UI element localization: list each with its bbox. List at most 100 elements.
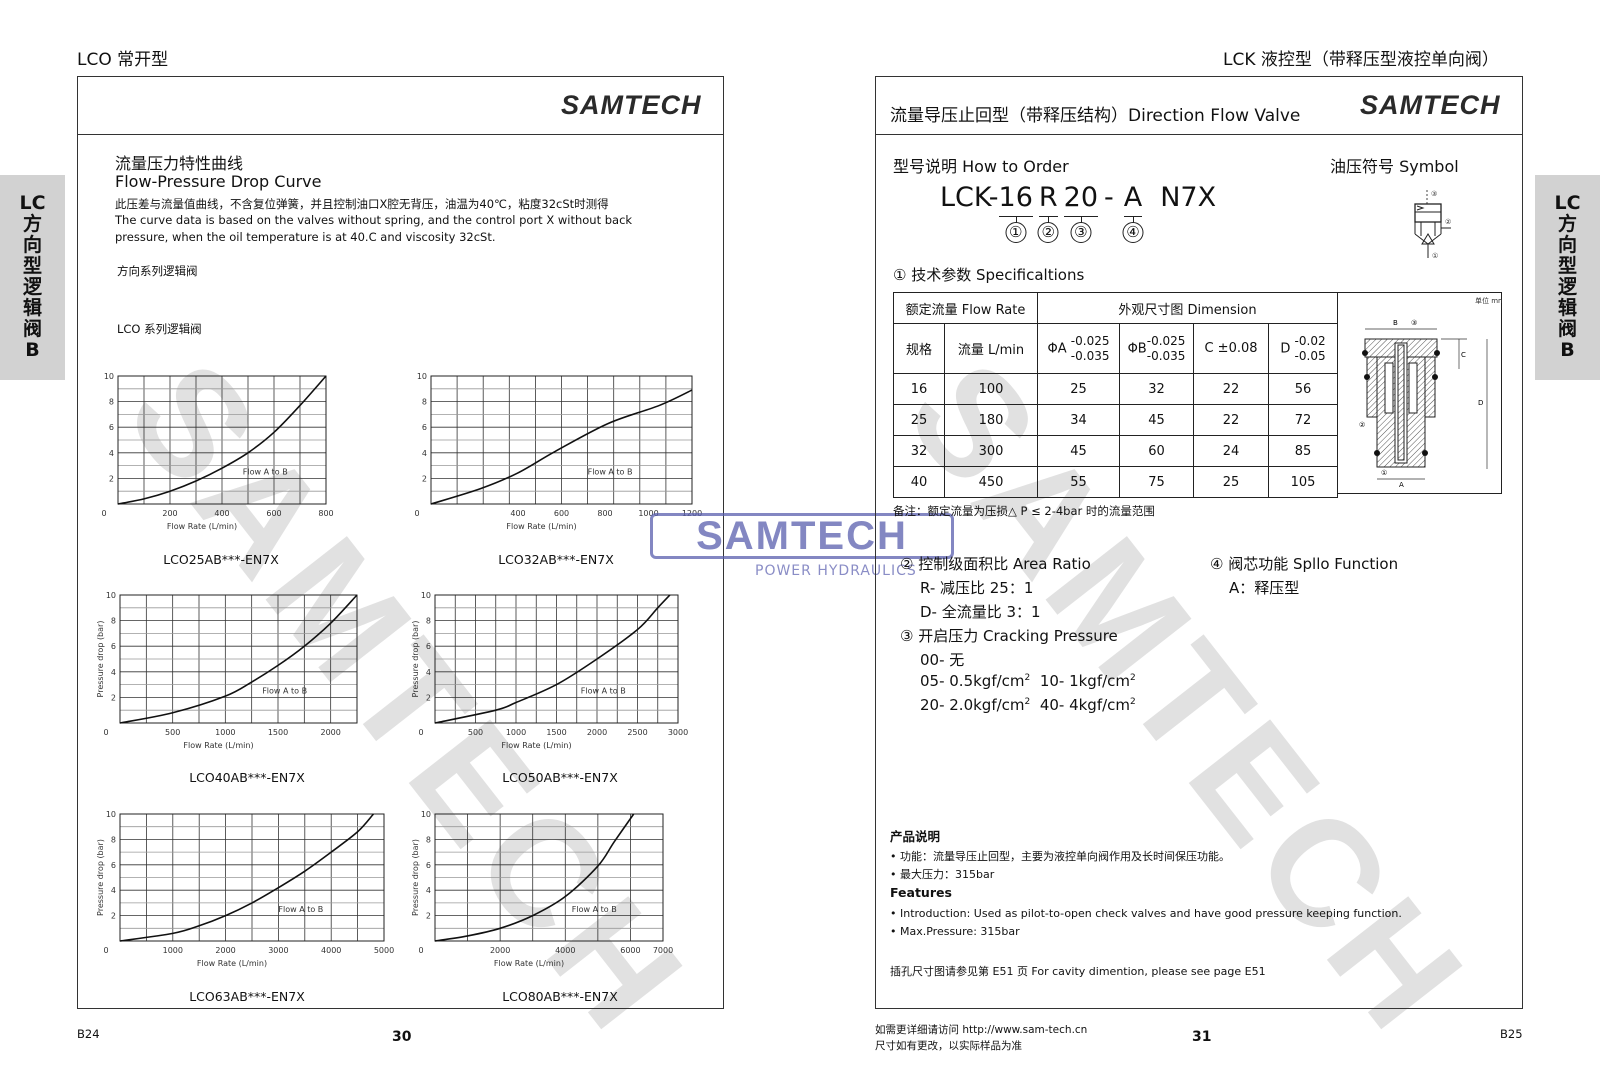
symbol-port-3: ③ <box>1431 190 1437 198</box>
cracking-option: 20- 2.0kgf/cm2 40- 4kgf/cm2 <box>920 696 1136 714</box>
curve-desc-en-1: The curve data is based on the valves wi… <box>115 213 633 227</box>
y-tick-label: 2 <box>111 693 116 702</box>
tab-char: 方 <box>22 213 42 235</box>
x-tick-label: 800 <box>597 509 612 518</box>
series-heading-direction: 方向系列逻辑阀 <box>117 264 198 278</box>
right-page-frame <box>875 76 1523 1009</box>
x-tick-label: 6000 <box>620 946 640 955</box>
y-axis-label: Pressure drop (bar) <box>96 621 105 698</box>
y-tick-label: 4 <box>111 886 116 895</box>
y-tick-label: 2 <box>422 474 427 483</box>
right-side-tab: LC 方 向 型 逻 辑 阀 B <box>1535 175 1600 380</box>
svg-text:③: ③ <box>1411 319 1417 327</box>
area-ratio-option: R- 减压比 25：1 <box>920 579 1034 597</box>
tab-char: 方 <box>1557 213 1577 235</box>
y-axis-label: Pressure drop (bar) <box>96 839 105 916</box>
y-tick-label: 6 <box>111 861 116 870</box>
product-description-heading: 产品说明 <box>890 829 941 844</box>
center-watermark-logo: SAMTECH <box>650 513 954 559</box>
y-tick-label: 10 <box>421 591 431 600</box>
y-axis-label: Pressure drop (bar) <box>411 839 420 916</box>
y-tick-label: 8 <box>111 617 116 626</box>
table-note: 备注：额定流量为压损△ P ≤ 2-4bar 时的流量范围 <box>893 504 1155 518</box>
x-tick-label: 2000 <box>215 946 235 955</box>
area-ratio-heading: ② 控制级面积比 Area Ratio <box>900 555 1091 573</box>
y-tick-label: 10 <box>104 372 114 381</box>
right-footer-code: B25 <box>1500 1027 1523 1041</box>
x-tick-label: 0 <box>414 509 419 518</box>
y-tick-label: 10 <box>106 810 116 819</box>
curve-desc-en-2: pressure, when the oil temperature is at… <box>115 230 496 244</box>
drawing-unit: 单位 mm <box>1475 296 1502 305</box>
table-row: 40 450 55 75 25 105 <box>893 466 1338 498</box>
tab-char: 辑 <box>22 297 42 319</box>
svg-text:②: ② <box>1359 421 1365 429</box>
x-tick-label: 1000 <box>638 509 658 518</box>
samtech-logo: SAMTECH <box>1360 90 1501 120</box>
x-tick-label: 1000 <box>215 728 235 737</box>
plot-frame <box>434 813 664 942</box>
center-logo-text: SAMTECH <box>696 514 908 558</box>
valve-section-drawing: 单位 mm B ③ C D ② ① A <box>1337 292 1505 494</box>
feature-item: • Introduction: Used as pilot-to-open ch… <box>890 907 1402 920</box>
cavity-note: 插孔尺寸图请参见第 E51 页 For cavity dimention, pl… <box>890 965 1266 978</box>
plot-frame <box>119 813 385 942</box>
chart-caption: LCO63AB***-EN7X <box>189 989 305 1004</box>
y-tick-label: 4 <box>422 449 427 458</box>
tab-char: 阀 <box>1557 318 1577 340</box>
flow-annotation: Flow A to B <box>572 905 617 914</box>
right-header-divider <box>875 134 1523 135</box>
curve-title-cn: 流量压力特性曲线 <box>115 154 244 173</box>
plot-frame <box>430 375 693 505</box>
y-tick-label: 4 <box>426 886 431 895</box>
product-item: • 功能：流量导压止回型，主要为液控单向阀作用及长时间保压功能。 <box>890 850 1230 863</box>
cracking-option: 05- 0.5kgf/cm2 10- 1kgf/cm2 <box>920 672 1136 690</box>
table-row: 32 300 45 60 24 85 <box>893 435 1338 467</box>
svg-text:D: D <box>1478 399 1483 407</box>
tab-char: 型 <box>1557 255 1577 277</box>
flow-annotation: Flow A to B <box>581 687 626 696</box>
x-tick-label: 5000 <box>374 946 394 955</box>
x-tick-label: 1000 <box>163 946 183 955</box>
svg-text:①: ① <box>1381 469 1387 477</box>
x-tick-label: 0 <box>103 946 108 955</box>
flow-annotation: Flow A to B <box>243 468 288 477</box>
col-flow: 流量 L/min <box>944 323 1038 374</box>
y-tick-label: 10 <box>417 372 427 381</box>
chart-caption: LCO40AB***-EN7X <box>189 770 305 785</box>
x-tick-label: 0 <box>418 946 423 955</box>
y-tick-label: 10 <box>106 591 116 600</box>
left-page-frame <box>77 76 724 1009</box>
col-c: C ±0.08 <box>1193 323 1269 374</box>
left-page-number: 30 <box>392 1029 412 1045</box>
curve-desc-cn: 此压差与流量值曲线，不含复位弹簧，并且控制油口X腔无背压，油温为40℃，粘度32… <box>115 197 609 211</box>
flow-annotation: Flow A to B <box>278 905 323 914</box>
x-tick-label: 500 <box>165 728 180 737</box>
left-side-tab: LC 方 向 型 逻 辑 阀 B <box>0 175 65 380</box>
pressure-curve <box>117 375 327 505</box>
x-tick-label: 1000 <box>506 728 526 737</box>
order-prefix: LCK- <box>940 182 999 213</box>
col-d: D -0.02 -0.05 <box>1268 323 1338 374</box>
x-tick-label: 0 <box>418 728 423 737</box>
x-tick-label: 500 <box>468 728 483 737</box>
chart-caption: LCO50AB***-EN7X <box>502 770 618 785</box>
footer-url: 如需更详细请访问 http://www.sam-tech.cn <box>875 1024 1088 1036</box>
chart-caption: LCO25AB***-EN7X <box>163 552 279 567</box>
tab-char: 逻 <box>1557 276 1577 298</box>
tab-char: 辑 <box>1557 297 1577 319</box>
y-tick-label: 6 <box>426 861 431 870</box>
y-tick-label: 8 <box>426 835 431 844</box>
y-tick-label: 6 <box>426 642 431 651</box>
x-tick-label: 1500 <box>268 728 288 737</box>
hydraulic-symbol-icon: ③ ② ① <box>1414 190 1451 260</box>
y-tick-label: 8 <box>422 398 427 407</box>
pressure-curve <box>119 813 375 942</box>
x-axis-label: Flow Rate (L/min) <box>183 741 253 750</box>
left-footer-code: B24 <box>77 1027 100 1041</box>
x-tick-label: 200 <box>162 509 177 518</box>
pressure-curve <box>119 594 358 724</box>
x-tick-label: 3000 <box>268 946 288 955</box>
